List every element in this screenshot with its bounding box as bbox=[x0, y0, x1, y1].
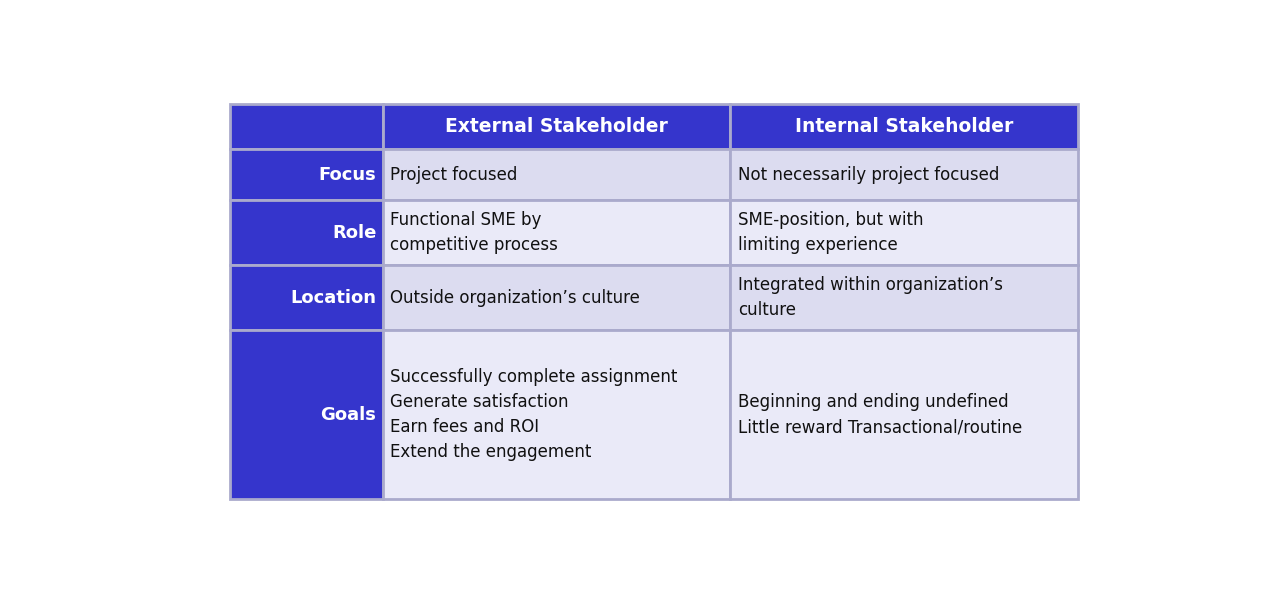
Bar bbox=[731, 149, 1078, 201]
Bar bbox=[229, 149, 383, 201]
Bar bbox=[383, 201, 731, 265]
Bar bbox=[731, 104, 1078, 149]
Bar bbox=[383, 104, 731, 149]
Text: Project focused: Project focused bbox=[390, 165, 517, 183]
Text: Location: Location bbox=[291, 289, 376, 307]
Bar bbox=[383, 330, 731, 499]
Bar bbox=[229, 330, 383, 499]
Bar bbox=[731, 201, 1078, 265]
Text: Beginning and ending undefined
Little reward Transactional/routine: Beginning and ending undefined Little re… bbox=[739, 393, 1023, 436]
Bar bbox=[229, 201, 383, 265]
Text: Integrated within organization’s
culture: Integrated within organization’s culture bbox=[739, 276, 1004, 319]
Bar bbox=[383, 149, 731, 201]
Bar bbox=[229, 265, 383, 330]
Bar bbox=[731, 330, 1078, 499]
Bar bbox=[731, 265, 1078, 330]
Text: Role: Role bbox=[332, 224, 376, 242]
Text: Functional SME by
competitive process: Functional SME by competitive process bbox=[390, 211, 558, 254]
Text: SME-position, but with
limiting experience: SME-position, but with limiting experien… bbox=[739, 211, 924, 254]
Text: Not necessarily project focused: Not necessarily project focused bbox=[739, 165, 1000, 183]
Text: Outside organization’s culture: Outside organization’s culture bbox=[390, 289, 640, 307]
Text: Successfully complete assignment
Generate satisfaction
Earn fees and ROI
Extend : Successfully complete assignment Generat… bbox=[390, 368, 677, 461]
Text: Goals: Goals bbox=[320, 405, 376, 423]
Text: Focus: Focus bbox=[319, 165, 376, 183]
Text: External Stakeholder: External Stakeholder bbox=[445, 117, 668, 136]
Text: Internal Stakeholder: Internal Stakeholder bbox=[795, 117, 1014, 136]
Bar bbox=[229, 104, 383, 149]
Bar bbox=[383, 265, 731, 330]
